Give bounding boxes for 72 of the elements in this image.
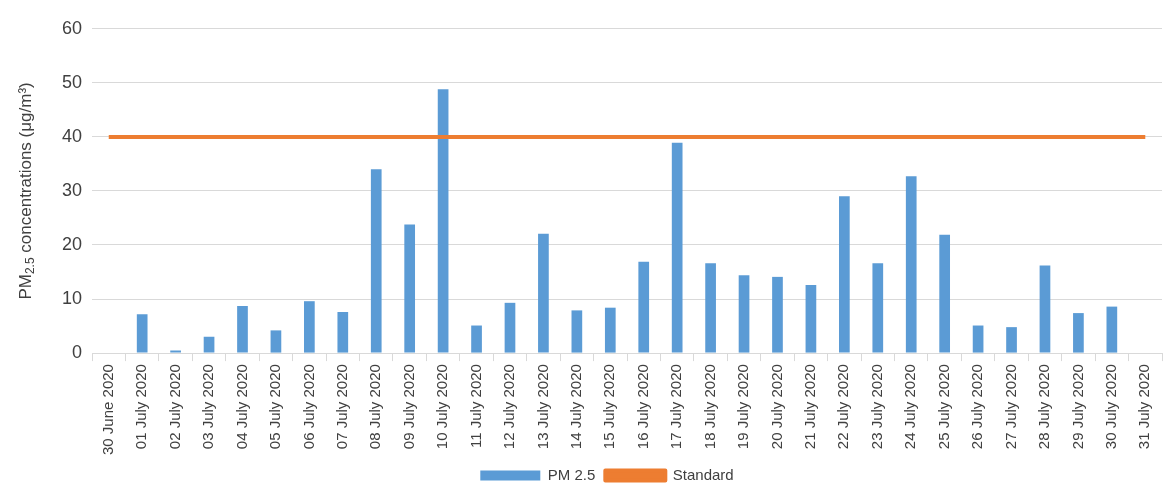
bar xyxy=(270,330,282,353)
bar xyxy=(972,325,984,353)
x-tick-label: 04 July 2020 xyxy=(232,364,250,450)
x-tick-label: 15 July 2020 xyxy=(600,364,618,450)
x-tick-label: 07 July 2020 xyxy=(332,364,350,450)
bar xyxy=(304,301,315,353)
x-tick-label: 29 July 2020 xyxy=(1068,364,1086,450)
bar xyxy=(370,169,382,353)
x-tick-label: 23 July 2020 xyxy=(867,364,885,450)
x-tick-label: 30 July 2020 xyxy=(1101,364,1119,450)
bar xyxy=(538,233,549,353)
x-tick-label: 31 July 2020 xyxy=(1135,364,1153,450)
bar xyxy=(872,263,884,353)
bar xyxy=(905,176,917,353)
y-tick-label: 40 xyxy=(61,125,83,146)
x-tick-label: 28 July 2020 xyxy=(1035,364,1053,450)
bar xyxy=(571,310,583,353)
bar xyxy=(404,224,416,353)
bar xyxy=(939,234,951,353)
x-tick-label: 16 July 2020 xyxy=(633,364,651,450)
bar xyxy=(1073,313,1084,353)
bar xyxy=(638,261,650,353)
y-tick-label: 0 xyxy=(72,342,83,363)
bar xyxy=(1006,327,1017,353)
bar xyxy=(504,302,516,353)
bar xyxy=(805,284,817,353)
x-tick-label: 17 July 2020 xyxy=(667,364,685,450)
bar xyxy=(471,325,482,353)
bar xyxy=(337,312,349,353)
bar xyxy=(1106,306,1118,353)
bar xyxy=(705,263,716,353)
y-tick-label: 50 xyxy=(61,71,83,92)
x-tick-label: 13 July 2020 xyxy=(533,364,551,450)
x-tick-label: 05 July 2020 xyxy=(266,364,284,450)
bar xyxy=(170,350,181,353)
x-tick-label: 08 July 2020 xyxy=(366,364,384,450)
x-tick-label: 03 July 2020 xyxy=(199,364,217,450)
x-tick-label: 09 July 2020 xyxy=(399,364,417,450)
x-tick-label: 20 July 2020 xyxy=(767,364,785,450)
bar xyxy=(1039,265,1051,353)
x-tick-label: 12 July 2020 xyxy=(500,364,518,450)
x-tick-label: 02 July 2020 xyxy=(165,364,183,450)
y-tick-label: 30 xyxy=(61,179,83,200)
x-tick-label: 14 July 2020 xyxy=(567,364,584,450)
x-tick-label: 25 July 2020 xyxy=(934,364,952,450)
x-tick-label: 11 July 2020 xyxy=(466,364,484,449)
x-tick-label: 19 July 2020 xyxy=(734,364,752,450)
x-tick-label: 24 July 2020 xyxy=(901,364,919,450)
y-axis-title: PM2.5 concentrations (μg/m³) xyxy=(15,82,38,300)
bar xyxy=(203,336,215,353)
x-tick-label: 10 July 2020 xyxy=(433,364,451,450)
bar xyxy=(604,307,616,353)
x-tick-label: 27 July 2020 xyxy=(1001,364,1019,450)
bar xyxy=(437,89,449,353)
x-tick-label: 06 July 2020 xyxy=(299,364,317,450)
legend-label: Standard xyxy=(672,465,734,483)
y-tick-label: 60 xyxy=(61,17,83,38)
bar xyxy=(738,275,750,353)
bar xyxy=(671,142,683,353)
bar xyxy=(136,314,148,353)
bar xyxy=(237,306,248,353)
y-tick-label: 10 xyxy=(61,288,83,309)
x-tick-label: 21 July 2020 xyxy=(801,364,819,450)
x-tick-label: 18 July 2020 xyxy=(700,364,718,450)
bar xyxy=(772,276,783,353)
x-tick-label: 30 June 2020 xyxy=(98,364,116,456)
x-tick-label: 22 July 2020 xyxy=(834,364,852,450)
x-tick-label: 26 July 2020 xyxy=(968,364,986,450)
y-tick-label: 20 xyxy=(61,233,83,254)
legend-label: PM 2.5 xyxy=(547,465,596,483)
x-tick-label: 01 July 2020 xyxy=(132,364,150,450)
bar xyxy=(839,196,850,353)
